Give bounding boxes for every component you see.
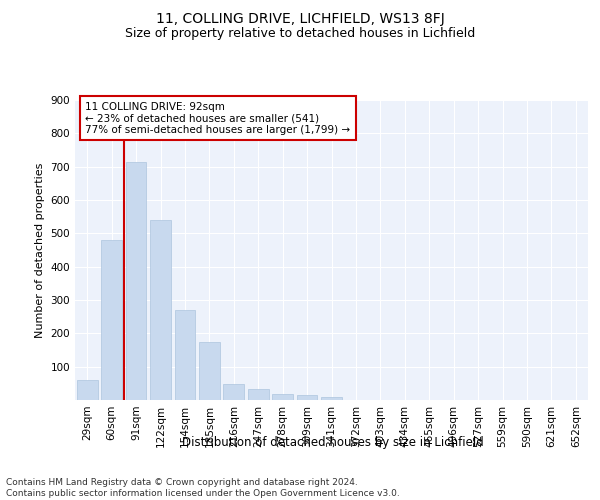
Bar	[248, 390, 269, 400]
Text: Distribution of detached houses by size in Lichfield: Distribution of detached houses by size …	[182, 436, 484, 449]
Bar	[296, 395, 317, 400]
Bar	[150, 220, 171, 400]
Text: Size of property relative to detached houses in Lichfield: Size of property relative to detached ho…	[125, 28, 475, 40]
Text: Contains HM Land Registry data © Crown copyright and database right 2024.
Contai: Contains HM Land Registry data © Crown c…	[6, 478, 400, 498]
Bar	[199, 342, 220, 400]
Text: 11 COLLING DRIVE: 92sqm
← 23% of detached houses are smaller (541)
77% of semi-d: 11 COLLING DRIVE: 92sqm ← 23% of detache…	[85, 102, 350, 134]
Bar	[321, 398, 342, 400]
Bar	[77, 380, 98, 400]
Bar	[223, 384, 244, 400]
Y-axis label: Number of detached properties: Number of detached properties	[35, 162, 45, 338]
Bar	[175, 310, 196, 400]
Bar	[101, 240, 122, 400]
Bar	[125, 162, 146, 400]
Bar	[272, 394, 293, 400]
Text: 11, COLLING DRIVE, LICHFIELD, WS13 8FJ: 11, COLLING DRIVE, LICHFIELD, WS13 8FJ	[155, 12, 445, 26]
